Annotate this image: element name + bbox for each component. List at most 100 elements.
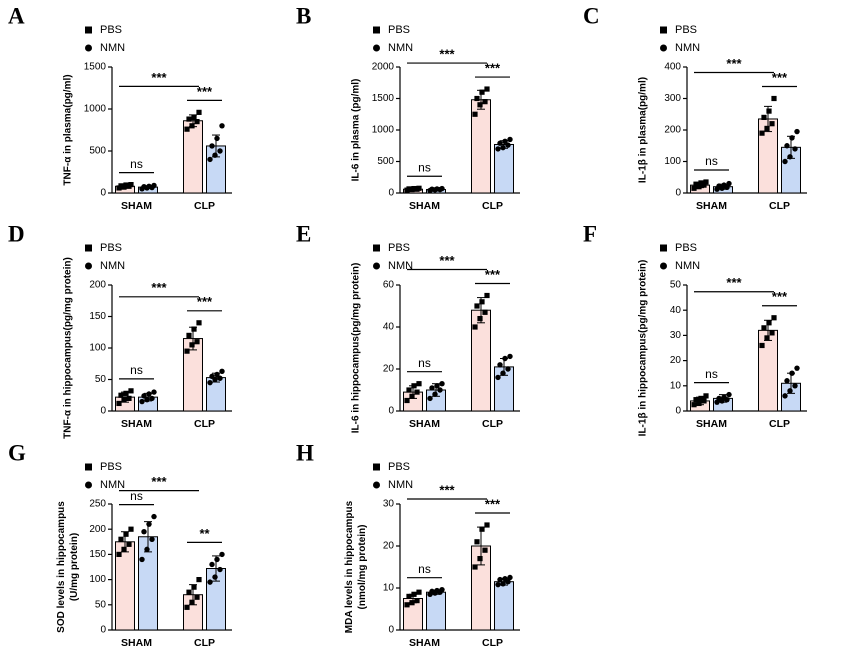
data-point [484, 292, 490, 299]
data-point [766, 108, 772, 114]
data-point [721, 182, 727, 188]
data-point [792, 146, 798, 152]
data-point [189, 342, 195, 348]
data-point [437, 387, 443, 393]
y-axis-label: (U/mg protein) [69, 533, 80, 601]
data-point [209, 373, 215, 380]
data-point [189, 599, 195, 605]
data-point [219, 551, 225, 558]
bar [494, 581, 514, 631]
y-tick-label: 0 [100, 188, 106, 199]
data-point [439, 586, 445, 593]
data-point [214, 135, 220, 142]
data-point [771, 95, 777, 102]
data-point [212, 574, 218, 580]
y-tick-label: 100 [89, 574, 106, 585]
data-point [472, 564, 478, 570]
y-tick-label: 20 [670, 355, 682, 366]
data-point [769, 330, 775, 336]
y-axis-label: (nmol/mg protein) [357, 525, 368, 610]
data-point [482, 309, 488, 315]
data-point [116, 551, 122, 557]
data-point [495, 146, 501, 152]
panel-letter: G [8, 440, 26, 465]
data-point [118, 392, 124, 398]
y-tick-label: 50 [95, 599, 107, 610]
panel-letter: H [296, 440, 314, 465]
data-point [149, 395, 155, 402]
data-point [404, 602, 410, 608]
data-point [191, 114, 197, 120]
y-axis-label: IL-1β in plasma(pg/ml) [638, 77, 649, 183]
data-point [411, 591, 417, 597]
significance-label: *** [485, 496, 501, 511]
legend-marker [373, 44, 380, 52]
data-point [701, 182, 707, 188]
significance-label: *** [726, 56, 742, 71]
chart-panel: F PBS NMN 0 10 20 30 40 50 IL-1β in hippocampus(p… [583, 221, 807, 436]
data-point [141, 184, 147, 190]
data-point [726, 180, 732, 187]
data-point [479, 89, 485, 95]
data-point [191, 326, 197, 332]
legend-marker [373, 26, 380, 34]
y-tick-label: 30 [383, 499, 395, 510]
legend-label: NMN [675, 42, 700, 54]
data-point [429, 588, 435, 595]
legend-label: NMN [100, 260, 125, 272]
data-point [794, 128, 800, 135]
panel-letter: A [8, 3, 25, 28]
legend-marker [85, 244, 92, 252]
y-tick-label: 200 [664, 125, 681, 136]
data-point [217, 375, 223, 381]
y-tick-label: 2000 [372, 62, 395, 73]
data-point [409, 600, 415, 606]
data-point [406, 387, 412, 393]
significance-label: *** [197, 294, 213, 309]
y-axis-label: TNF-α in plasma(pg/ml) [63, 74, 74, 185]
data-point [219, 123, 225, 129]
panel-letter: B [296, 3, 311, 28]
legend-marker [85, 26, 92, 34]
legend-label: PBS [100, 24, 122, 36]
x-tick-label: SHAM [409, 418, 440, 430]
legend-marker [660, 44, 667, 52]
data-point [416, 381, 422, 387]
data-point [477, 316, 483, 322]
chart-panel: A PBS NMN 0 500 1000 1500 TNF-α in plasma(pg/ml… [8, 3, 232, 212]
data-point [502, 138, 508, 145]
data-point [794, 365, 800, 371]
data-point [207, 379, 213, 386]
data-point [482, 99, 488, 105]
significance-label: ns [418, 356, 431, 370]
y-tick-label: 100 [89, 343, 106, 354]
data-point [146, 521, 152, 527]
data-point [693, 397, 699, 403]
x-tick-label: SHAM [696, 418, 727, 430]
data-point [500, 581, 506, 587]
x-tick-label: CLP [769, 418, 790, 430]
y-axis-label: IL-6 in plasma (pg/ml) [351, 79, 362, 182]
data-point [726, 391, 732, 398]
y-tick-label: 300 [664, 93, 681, 104]
y-tick-label: 40 [383, 322, 395, 333]
data-point [782, 158, 788, 165]
y-tick-label: 20 [383, 364, 395, 375]
data-point [479, 526, 485, 532]
y-axis-label: IL-1β in hippocampus(pg/mg protein) [638, 260, 649, 437]
y-tick-label: 0 [388, 188, 394, 199]
bar [426, 591, 446, 631]
y-tick-label: 50 [670, 280, 682, 291]
data-point [217, 148, 223, 154]
data-point [698, 395, 704, 401]
data-point [716, 395, 722, 402]
x-tick-label: CLP [482, 637, 503, 649]
data-point [439, 185, 445, 192]
y-axis-label: TNF-α in hippocampus(pg/mg protein) [63, 257, 74, 439]
x-tick-label: SHAM [409, 200, 440, 212]
data-point [784, 143, 790, 149]
data-point [691, 402, 697, 408]
data-point [474, 539, 480, 545]
y-tick-label: 0 [388, 406, 394, 417]
significance-label: ns [705, 154, 718, 168]
